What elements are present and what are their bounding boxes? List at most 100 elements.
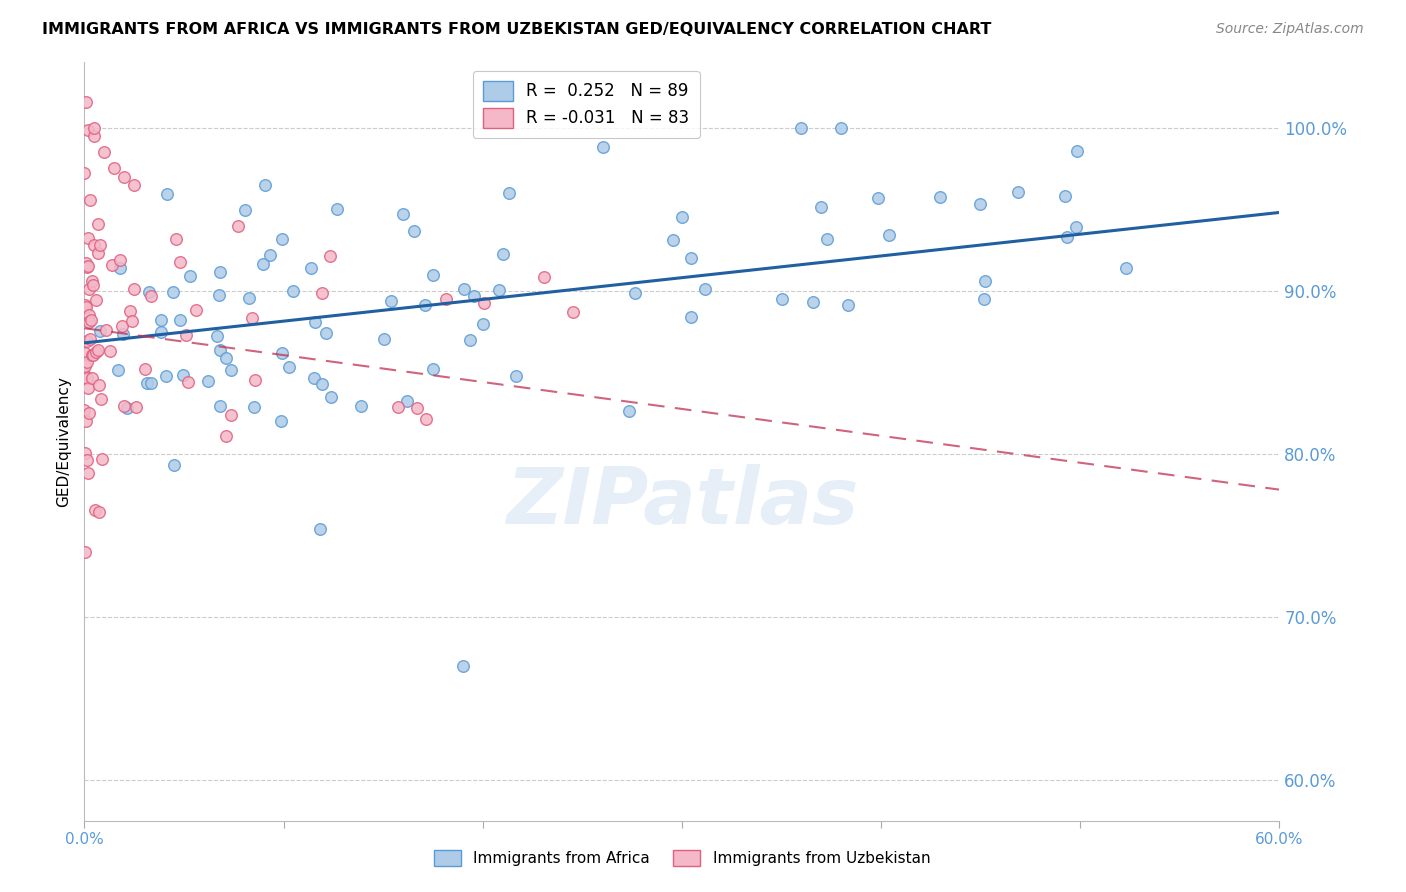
Point (281, 284, 304, 298)
Point (75, 414, 97, 428)
Point (83, 238, 105, 252)
Point (75, 300, 97, 314)
Point (498, 186, 520, 200)
Text: IMMIGRANTS FROM AFRICA VS IMMIGRANTS FROM UZBEKISTAN GED/EQUIVALENCY CORRELATION: IMMIGRANTS FROM AFRICA VS IMMIGRANTS FRO… (42, 22, 991, 37)
Point (315, 326, 337, 340)
Point (76, 466, 98, 480)
Point (453, 281, 475, 295)
Point (93, 145, 115, 160)
Point (110, 253, 132, 268)
Point (488, 283, 510, 297)
Point (830, 120, 852, 135)
Point (801, 294, 824, 309)
Point (112, 327, 135, 342)
Point (76, 355, 98, 369)
Point (149, 313, 172, 327)
Point (94, 323, 117, 337)
Point (141, 289, 163, 303)
Point (90, 392, 112, 407)
Point (928, 189, 950, 203)
Point (73, 165, 96, 179)
Point (458, 333, 481, 347)
Point (73, 545, 96, 559)
Point (837, 298, 859, 312)
Point (387, 400, 409, 414)
Point (277, 359, 299, 374)
Point (208, 288, 231, 302)
Point (877, 227, 900, 242)
Point (406, 401, 429, 415)
Point (82, 274, 104, 288)
Point (87, 505, 110, 519)
Point (122, 178, 145, 192)
Point (391, 207, 413, 221)
Point (1066, 145, 1088, 159)
Point (117, 401, 139, 416)
Point (671, 211, 693, 225)
Point (136, 376, 159, 390)
Point (82, 348, 104, 362)
Text: Source: ZipAtlas.com: Source: ZipAtlas.com (1216, 22, 1364, 37)
Point (162, 285, 184, 299)
Point (661, 233, 683, 247)
Point (422, 362, 444, 376)
Point (75, 256, 97, 270)
Point (107, 363, 129, 377)
Point (228, 219, 250, 233)
Point (326, 202, 349, 216)
Point (82, 278, 104, 293)
Point (163, 458, 186, 473)
Point (134, 362, 156, 376)
Point (309, 522, 332, 536)
Point (179, 268, 201, 283)
Point (318, 249, 340, 263)
Point (233, 203, 256, 218)
Point (73, 359, 96, 373)
Point (373, 332, 395, 346)
Point (240, 311, 263, 326)
Point (73, 298, 96, 312)
Point (112, 399, 135, 413)
Point (84, 293, 107, 308)
Point (252, 256, 274, 270)
Point (79, 312, 101, 326)
Point (112, 169, 135, 184)
Point (101, 258, 124, 272)
Point (304, 371, 326, 385)
Point (304, 315, 326, 329)
Point (89, 324, 111, 338)
Point (77, 308, 100, 322)
Point (681, 310, 703, 325)
Point (463, 289, 485, 303)
Point (533, 270, 555, 285)
Point (121, 314, 143, 328)
Legend: Immigrants from Africa, Immigrants from Uzbekistan: Immigrants from Africa, Immigrants from … (426, 842, 938, 873)
Point (155, 369, 177, 384)
Point (83, 128, 105, 143)
Point (1007, 186, 1029, 200)
Point (165, 232, 187, 246)
Point (311, 285, 333, 300)
Point (75, 95, 97, 109)
Point (138, 285, 160, 299)
Point (623, 285, 645, 300)
Point (177, 375, 200, 389)
Point (108, 260, 131, 275)
Point (208, 400, 231, 414)
Point (169, 313, 191, 327)
Point (149, 325, 172, 339)
Point (396, 394, 419, 409)
Text: ZIPatlas: ZIPatlas (506, 464, 858, 541)
Point (76, 453, 98, 467)
Point (413, 298, 436, 312)
Point (1115, 260, 1137, 275)
Point (451, 658, 474, 673)
Point (219, 362, 242, 376)
Point (592, 140, 614, 154)
Point (141, 376, 163, 391)
Point (402, 224, 425, 238)
Point (87, 217, 110, 231)
Point (415, 412, 437, 426)
Point (299, 260, 322, 275)
Point (215, 351, 238, 366)
